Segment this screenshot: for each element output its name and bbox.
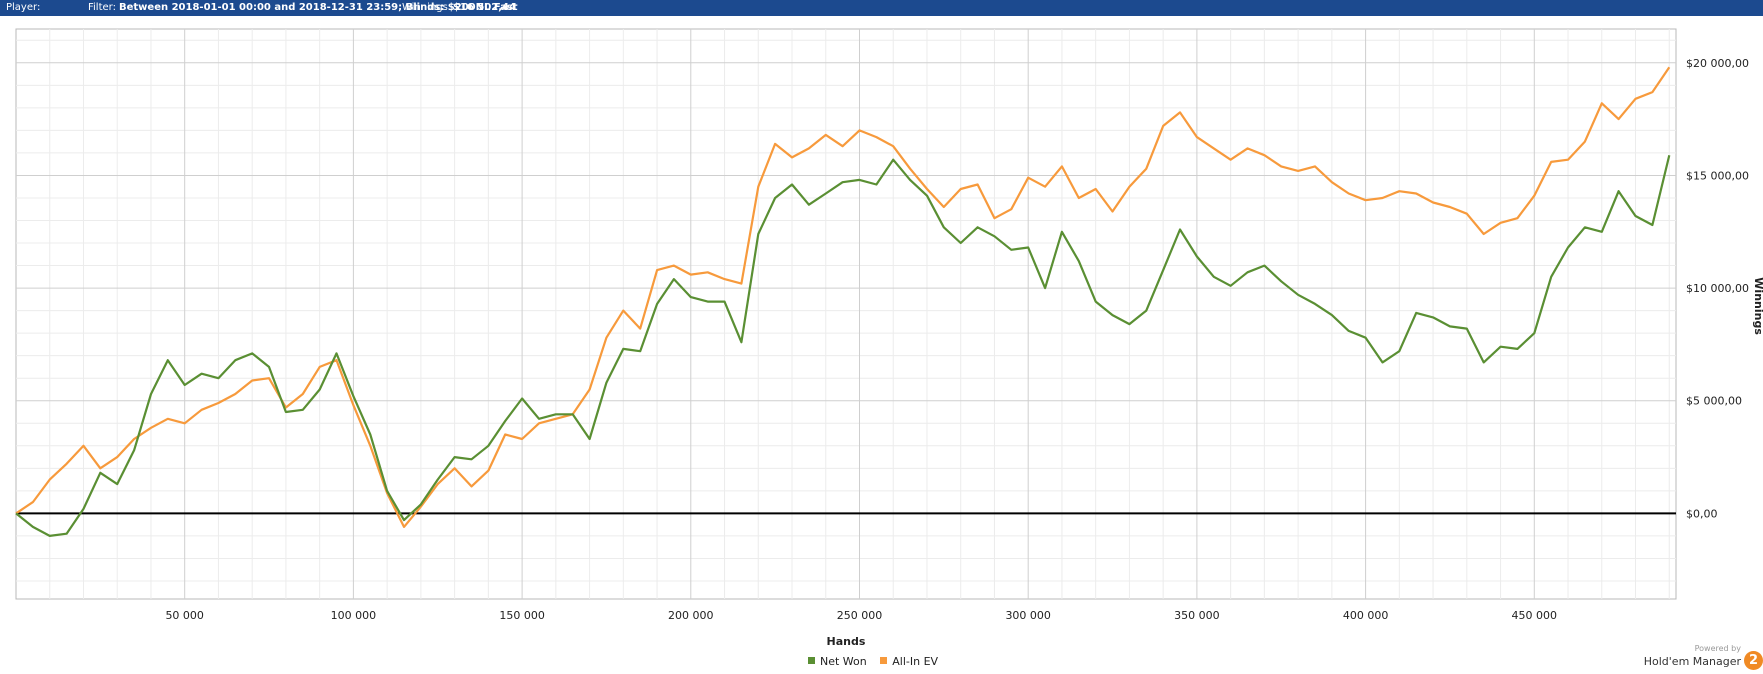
powered-by-text: Powered by xyxy=(1694,644,1741,653)
x-axis-ticks: 50 000 100 000 150 000 200 000 250 000 300 00… xyxy=(165,609,1557,622)
y-tick-label: $15 000,00 xyxy=(1686,169,1749,182)
brand-name: Hold'em Manager xyxy=(1643,655,1741,668)
legend-swatch-all-in-ev xyxy=(880,657,888,664)
x-tick-label: 200 000 xyxy=(668,609,714,622)
winnings-value: $16 502,44 xyxy=(453,2,516,13)
x-axis-title: Hands xyxy=(827,635,866,648)
legend-label-all-in-ev: All-In EV xyxy=(892,655,939,668)
x-tick-label: 250 000 xyxy=(837,609,883,622)
legend-swatch-net-won xyxy=(808,657,815,664)
y-tick-label: $20 000,00 xyxy=(1686,57,1749,70)
x-tick-label: 50 000 xyxy=(165,609,204,622)
x-tick-label: 150 000 xyxy=(499,609,545,622)
y-axis-ticks: $0,00 $5 000,00 $10 000,00 $15 000,00 $20 00… xyxy=(1686,57,1749,521)
player-label: Player: xyxy=(6,2,41,13)
winnings-label: Winnings: xyxy=(402,2,452,13)
filter-header-bar: Player: Filter: Between 2018-01-01 00:00… xyxy=(0,0,1763,16)
branding: Powered by Hold'em Manager 2 xyxy=(1623,643,1763,673)
filter-label: Filter: xyxy=(88,2,116,13)
y-tick-label: $0,00 xyxy=(1686,507,1718,520)
legend-item-net-won[interactable]: Net Won xyxy=(808,655,867,668)
x-tick-label: 450 000 xyxy=(1512,609,1558,622)
series-layer xyxy=(15,66,1671,538)
legend-item-all-in-ev[interactable]: All-In EV xyxy=(880,655,938,668)
grid-minor xyxy=(16,29,1676,599)
hem2-logo-icon: 2 xyxy=(1744,651,1763,670)
y-tick-label: $5 000,00 xyxy=(1686,395,1742,408)
x-tick-label: 100 000 xyxy=(331,609,377,622)
winnings-chart: 50 000 100 000 150 000 200 000 250 000 300 00… xyxy=(15,28,1763,648)
legend-label-net-won: Net Won xyxy=(820,655,867,668)
filter-value: Between 2018-01-01 00:00 and 2018-12-31 … xyxy=(119,2,518,13)
x-tick-label: 400 000 xyxy=(1343,609,1389,622)
x-tick-label: 300 000 xyxy=(1005,609,1051,622)
chart-legend: Net Won All-In EV xyxy=(808,655,948,668)
y-axis-title: Winnings xyxy=(1752,277,1763,335)
series-line-net-won xyxy=(15,154,1671,538)
y-tick-label: $10 000,00 xyxy=(1686,282,1749,295)
series-line-all-in-ev xyxy=(15,66,1671,528)
x-tick-label: 350 000 xyxy=(1174,609,1220,622)
